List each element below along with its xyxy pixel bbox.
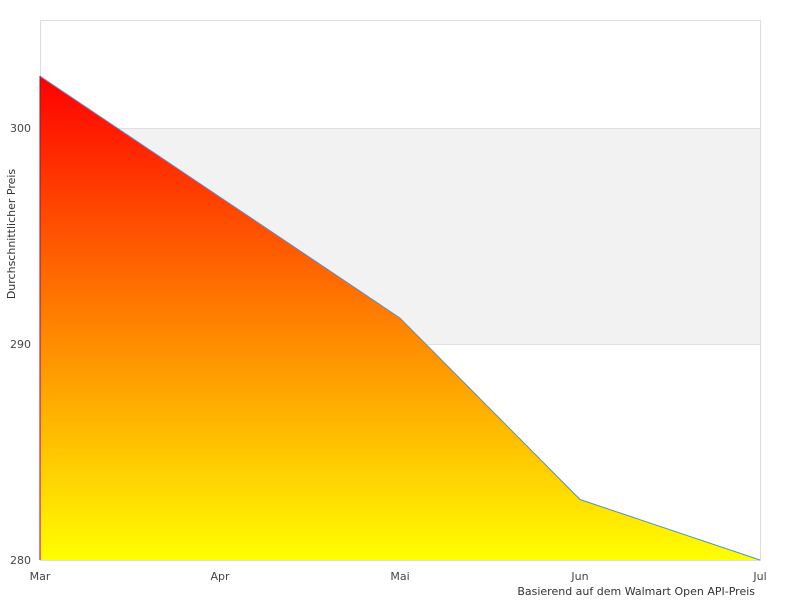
x-tick-label: Jun — [570, 570, 588, 583]
y-tick-label: 300 — [10, 122, 31, 135]
x-tick-label: Jul — [752, 570, 766, 583]
x-tick-label: Mai — [390, 570, 409, 583]
y-axis-label: Durchschnittlicher Preis — [5, 169, 18, 300]
series-line — [39, 75, 761, 561]
x-axis-label: Basierend auf dem Walmart Open API-Preis — [517, 585, 755, 598]
x-tick-label: Mar — [30, 570, 51, 583]
y-tick-label: 280 — [10, 554, 31, 567]
y-tick-label: 290 — [10, 338, 31, 351]
x-tick-label: Apr — [210, 570, 230, 583]
